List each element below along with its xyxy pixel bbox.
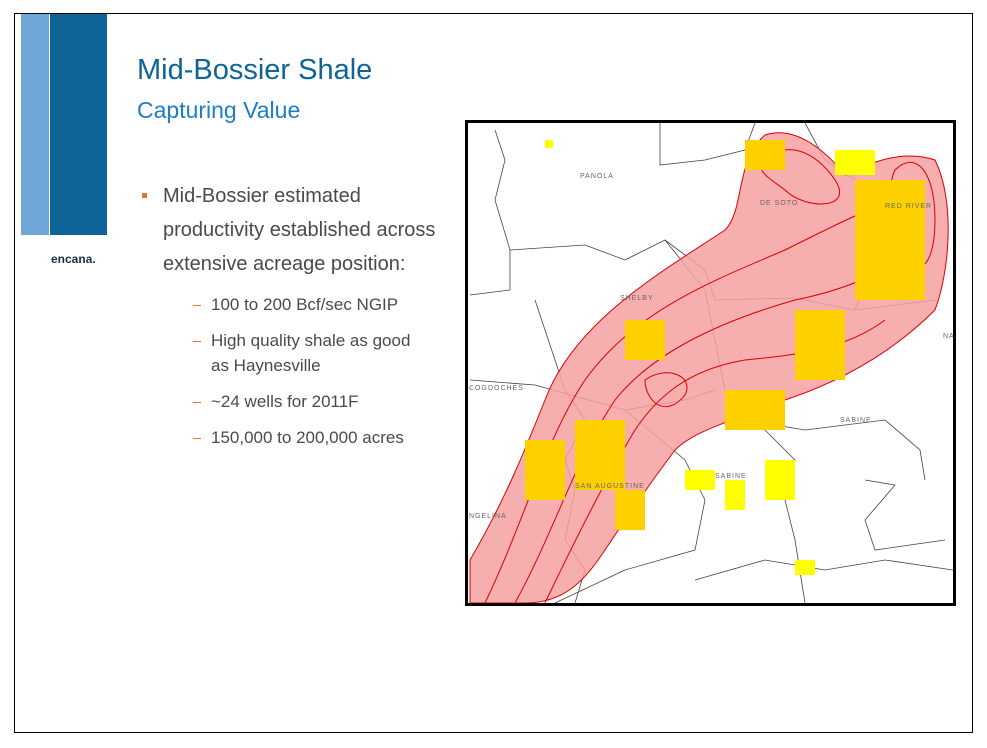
sub-bullet: 100 to 200 Bcf/sec NGIP — [135, 292, 416, 317]
map-label: SAN AUGUSTINE — [575, 483, 645, 490]
map-label: RED RIVER — [885, 203, 932, 210]
map-label: SABINE — [840, 417, 872, 424]
acreage — [545, 140, 875, 575]
map-content: PANOLA DE SOTO RED RIVER SHELBY COGDOCHES SAB… — [469, 123, 956, 603]
acreage — [525, 140, 925, 530]
map-label: COGDOCHES — [469, 385, 524, 392]
slide: encana. Mid-Bossier Shale Capturing Valu… — [14, 13, 973, 733]
map-label: NGELINA — [469, 513, 507, 520]
sub-bullet: High quality shale as good as Haynesvill… — [135, 328, 416, 378]
map-label: SHELBY — [620, 295, 654, 302]
accent-bar — [50, 14, 107, 235]
map-label: PANOLA — [580, 173, 614, 180]
sub-bullet: 150,000 to 200,000 acres — [135, 425, 416, 450]
accent-bar — [21, 14, 49, 235]
bullet: Mid-Bossier estimated productivity estab… — [135, 179, 438, 281]
map: PANOLA DE SOTO RED RIVER SHELBY COGDOCHES SAB… — [465, 120, 956, 606]
map-label: SABINE — [715, 473, 747, 480]
sub-bullet: ~24 wells for 2011F — [135, 389, 416, 414]
logo: encana. — [51, 252, 96, 266]
title: Mid-Bossier Shale — [137, 54, 373, 86]
bullet-list: Mid-Bossier estimated productivity estab… — [135, 179, 435, 450]
sub-list: 100 to 200 Bcf/sec NGIP High quality shal… — [135, 292, 435, 450]
map-label: NATC — [943, 333, 956, 340]
subtitle: Capturing Value — [137, 97, 301, 123]
map-label: DE SOTO — [760, 200, 798, 207]
